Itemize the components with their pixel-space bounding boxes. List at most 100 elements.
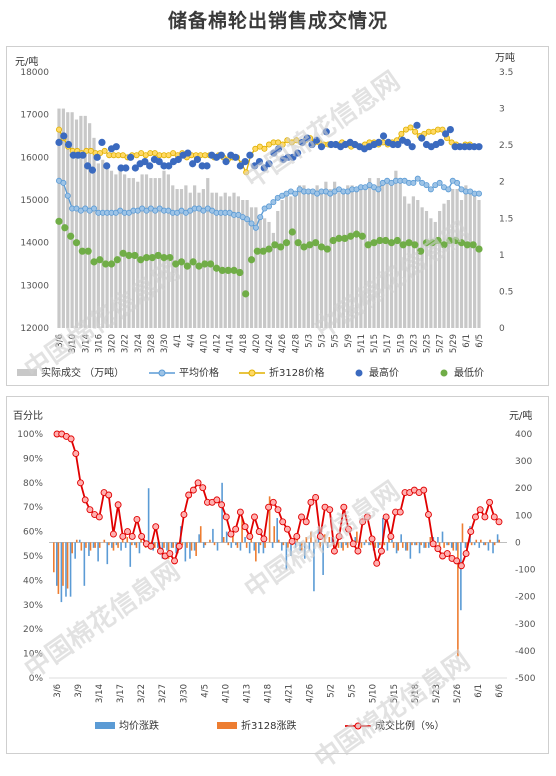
avg-change-bar [464, 542, 467, 548]
volume-bar [298, 185, 302, 328]
ratio-point [443, 550, 451, 558]
avg-change-bar [239, 542, 242, 551]
avg-change-bar [460, 542, 462, 611]
ratio-point [227, 530, 235, 538]
ratio-point [359, 518, 367, 526]
ratio-point [185, 491, 193, 499]
high-price-point [255, 158, 264, 166]
x-tick-label: 4/10 [199, 334, 209, 353]
low-price-point [183, 262, 191, 270]
avg-price-point [252, 224, 259, 231]
avg-price-point [375, 186, 382, 193]
avg-change-bar [455, 542, 458, 551]
p3128-change-bar [452, 542, 455, 551]
volume-bar [293, 192, 297, 328]
p3128-change-bar [392, 542, 395, 548]
high-price-point [246, 151, 254, 159]
volume-bar [280, 200, 284, 328]
avg-change-bar [294, 542, 297, 548]
volume-bar [79, 115, 83, 328]
avg-change-bar [244, 537, 246, 543]
high-price-point [55, 138, 63, 147]
right-tick-label: -100 [515, 566, 536, 576]
p3128-change-bar [131, 542, 133, 546]
volume-bar [398, 178, 402, 328]
left-tick-label: 80% [23, 479, 43, 489]
ratio-point [274, 506, 282, 514]
avg-change-bar [55, 542, 58, 586]
high-price-point [98, 138, 106, 147]
x-tick-label: 3/9 [74, 684, 84, 698]
ratio-point [95, 513, 103, 521]
high-price-point [203, 162, 211, 170]
high-price-point [141, 158, 149, 166]
ratio-point [486, 498, 494, 506]
ratio-point [377, 547, 385, 555]
high-price-point [289, 153, 297, 161]
legend-high-marker [355, 369, 363, 377]
avg-change-bar [184, 542, 187, 562]
x-tick-label: 5/15 [370, 334, 380, 353]
right-tick-label: 100 [515, 511, 532, 521]
volume-bar [88, 123, 92, 328]
x-tick-label: 4/10 [221, 684, 231, 703]
x-tick-label: 3/6 [53, 684, 63, 698]
avg-price-point [91, 205, 98, 212]
volume-bar [376, 178, 380, 328]
right-tick-label: -200 [515, 593, 536, 603]
volume-bar [105, 167, 109, 328]
avg-change-bar [170, 542, 173, 548]
p3128-change-bar [154, 542, 156, 548]
p3128-change-bar [57, 542, 60, 594]
volume-bar [70, 112, 74, 328]
x-tick-label: 5/10 [369, 684, 379, 703]
p3128-change-bar [199, 526, 202, 543]
high-price-point [79, 151, 87, 159]
p3128-change-bar [89, 542, 92, 551]
volume-bar [337, 192, 341, 328]
avg-change-bar [202, 542, 205, 548]
avg-change-bar [78, 539, 81, 543]
avg-change-bar [65, 542, 67, 597]
low-price-point [107, 260, 116, 268]
left-axis-unit: 百分比 [13, 410, 43, 422]
ratio-point [373, 559, 381, 567]
ratio-point [382, 513, 390, 521]
volume-bar [359, 189, 363, 328]
p3128-change-bar [424, 542, 427, 548]
avg-price-point [410, 179, 417, 186]
x-tick-label: 4/26 [278, 334, 288, 353]
x-tick-label: 3/16 [94, 334, 104, 353]
high-price-point [122, 164, 130, 172]
low-price-point [323, 245, 331, 253]
avg-price-point [292, 190, 299, 197]
high-price-point [193, 155, 202, 164]
change-ratio-chart-panel: 百分比 元/吨 0% 10% 20% 30% 40% 50% 60% 70% 80% 90% 100% -… [6, 396, 549, 754]
avg-change-bar [478, 542, 481, 548]
low-price-point [189, 258, 197, 266]
avg-change-bar [248, 542, 251, 554]
avg-change-bar [382, 518, 384, 543]
right-tick-label: 2.5 [499, 141, 513, 151]
high-price-point [93, 153, 101, 161]
avg-price-line [58, 177, 479, 229]
volume-bar [83, 115, 87, 328]
high-price-point [251, 162, 259, 170]
right-tick-label: 400 [515, 430, 532, 440]
legend-p3128-change-swatch [217, 722, 237, 729]
volume-bar [214, 192, 219, 328]
avg-change-bar [483, 542, 485, 546]
volume-bar [346, 185, 350, 328]
volume-bar [372, 185, 376, 328]
low-price-point [265, 245, 273, 253]
ratio-point [429, 540, 437, 548]
ratio-point [72, 450, 80, 457]
ratio-point [67, 435, 75, 443]
ratio-point [316, 533, 324, 540]
p3128-change-bar [420, 542, 422, 546]
avg-price-point [445, 186, 452, 193]
ratio-point [236, 508, 244, 516]
price-volume-chart-panel: 元/吨 万吨 12000 13000 14000 15000 16000 17000 18000… [6, 46, 549, 386]
volume-bar [245, 200, 249, 328]
volume-bar [416, 200, 420, 328]
